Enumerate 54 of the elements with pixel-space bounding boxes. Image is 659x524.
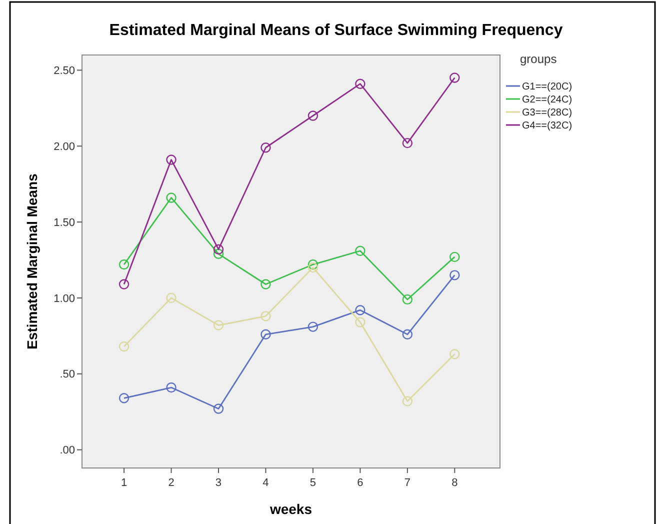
point [450,270,460,280]
y-axis-title: Estimated Marginal Means [24,173,40,350]
point [402,396,413,406]
point [402,138,413,148]
legend-label: G3==(28C) [522,108,572,118]
point [260,142,271,153]
y-tick-label: 2.00 [54,140,75,153]
point [118,341,130,352]
y-tick-label: 1.50 [54,216,75,229]
x-tick-label: 4 [262,477,269,489]
y-tick-label: 1.00 [54,292,75,305]
point [355,317,366,328]
point [166,192,176,203]
point [402,329,413,340]
point [308,110,318,121]
point [166,382,176,393]
legend-label: G1==(20C) [522,82,572,92]
point [118,279,130,290]
point [213,320,224,330]
x-axis-title: weeks [268,501,312,517]
point [166,154,176,165]
x-tick-label: 2 [168,477,174,489]
point [355,78,366,89]
point [355,304,366,316]
point [402,294,413,305]
x-tick-label: 1 [120,477,128,489]
legend-title: groups [520,52,557,66]
point [308,259,318,270]
y-tick-label: .00 [60,444,75,457]
point [260,311,271,322]
x-tick-label: 7 [404,477,410,489]
chart-title: Estimated Marginal Means of Surface Swimming Frequency [109,22,563,39]
point [118,393,130,404]
x-tick-label: 6 [357,477,364,489]
point [260,329,271,340]
point [260,279,271,290]
point [355,246,366,256]
point [213,244,224,254]
point [308,322,318,332]
point [213,248,224,260]
point [450,72,460,83]
legend-label: G2==(24C) [522,94,572,106]
x-tick-label: 3 [215,477,222,489]
legend-label: G4==(32C) [522,120,572,132]
x-tick-label: 5 [310,477,316,489]
point [118,259,130,270]
y-tick-label: .50 [60,368,75,381]
point [450,252,460,262]
point [450,349,460,360]
point [166,292,176,304]
point [213,404,224,414]
y-tick-label: 2.50 [54,65,75,78]
point [308,262,318,273]
x-tick-label: 8 [452,477,458,489]
